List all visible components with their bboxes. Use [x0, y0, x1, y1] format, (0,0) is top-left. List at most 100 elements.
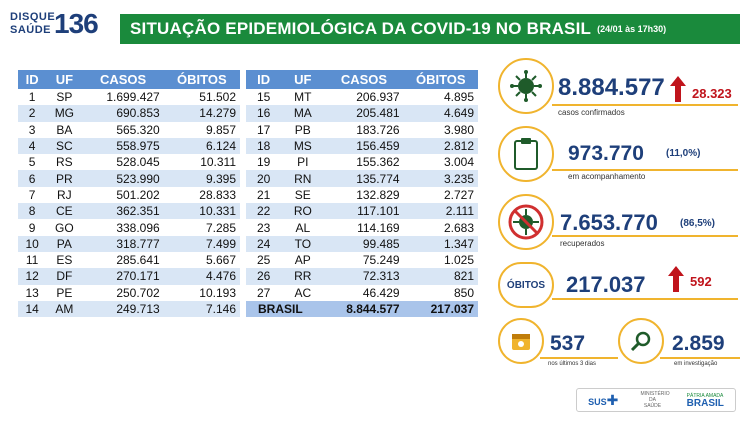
confirmed-new-value: 28.323 — [692, 86, 732, 101]
table-cell: BA — [46, 121, 83, 138]
total-row: BRASIL 8.844.577 217.037 — [246, 300, 478, 318]
last-days-caption: nos últimos 3 dias — [548, 361, 597, 367]
table-cell: 501.202 — [82, 186, 164, 204]
table-cell: 528.045 — [82, 154, 164, 171]
table-cell: AC — [281, 284, 325, 301]
table-cell: 7.285 — [163, 219, 240, 236]
table-cell: 1.347 — [403, 235, 478, 252]
table-cell: 16 — [246, 105, 282, 122]
column-header: ID — [18, 70, 47, 89]
table-cell: 250.702 — [82, 284, 164, 301]
table-cell: TO — [281, 235, 325, 252]
divider — [660, 357, 740, 359]
table-cell: GO — [46, 219, 83, 236]
logo-bottom-text: SAÚDE — [10, 24, 52, 36]
table-cell: RS — [46, 154, 83, 171]
table-cell: 19 — [246, 154, 282, 171]
table-cell: 117.101 — [324, 203, 404, 220]
table-cell: AP — [281, 251, 325, 269]
table-cell: 9.395 — [163, 170, 240, 187]
table-cell: 183.726 — [324, 121, 404, 138]
table-row: 19 PI 155.362 3.004 — [246, 154, 478, 171]
table-cell: 7 — [18, 186, 47, 204]
table-cell: 10.311 — [163, 154, 240, 171]
table-row: 22 RO 117.101 2.111 — [246, 203, 478, 220]
column-header: UF — [46, 70, 83, 89]
table-cell: 12 — [18, 268, 47, 285]
total-label: BRASIL — [246, 300, 325, 318]
table-cell: 362.351 — [82, 203, 164, 220]
arrow-up-icon — [668, 266, 684, 292]
table-row: 11 ES 285.641 5.667 — [18, 251, 240, 269]
table-cell: 4 — [18, 137, 47, 155]
table-cell: RJ — [46, 186, 83, 204]
table-cell: 249.713 — [82, 300, 164, 318]
disque-saude-logo: DISQUE SAÚDE 136 — [8, 8, 110, 42]
table-cell: 10.331 — [163, 203, 240, 220]
table-cell: MG — [46, 105, 83, 122]
divider — [552, 169, 738, 171]
table-row: 26 RR 72.313 821 — [246, 268, 478, 285]
table-cell: 2.812 — [403, 137, 478, 155]
table-cell: PA — [46, 235, 83, 252]
table-cell: 24 — [246, 235, 282, 252]
logo-number: 136 — [54, 8, 99, 39]
table-cell: 155.362 — [324, 154, 404, 171]
table-cell: 99.485 — [324, 235, 404, 252]
table-cell: 25 — [246, 251, 282, 269]
table-cell: MT — [281, 89, 325, 106]
update-date: (24/01 às 17h30) — [597, 24, 667, 34]
divider — [540, 357, 618, 359]
magnifier-icon — [618, 318, 664, 364]
divider — [552, 104, 738, 106]
table-row: 23 AL 114.169 2.683 — [246, 219, 478, 236]
column-header: UF — [281, 70, 325, 89]
table-cell: 3.235 — [403, 170, 478, 187]
table-cell: AL — [281, 219, 325, 236]
divider — [552, 235, 738, 237]
confirmed-cases-value: 8.884.577 — [558, 74, 665, 101]
table-cell: SE — [281, 186, 325, 204]
table-cell: 270.171 — [82, 268, 164, 285]
table-cell: 22 — [246, 203, 282, 220]
table-cell: 10.193 — [163, 284, 240, 301]
table-cell: 5 — [18, 154, 47, 171]
table-cell: 46.429 — [324, 284, 404, 301]
table-cell: 21 — [246, 186, 282, 204]
table-cell: RO — [281, 203, 325, 220]
table-cell: AM — [46, 300, 83, 318]
table-cell: ES — [46, 251, 83, 269]
table-cell: 565.320 — [82, 121, 164, 138]
table-row: 4 SC 558.975 6.124 — [18, 137, 240, 155]
table-cell: 850 — [403, 284, 478, 301]
clipboard-icon — [498, 126, 554, 182]
table-row: 15 MT 206.937 4.895 — [246, 89, 478, 106]
confirmed-caption: casos confirmados — [558, 108, 625, 117]
table-cell: 2 — [18, 105, 47, 122]
table-cell: 285.641 — [82, 251, 164, 269]
table-row: 6 PR 523.990 9.395 — [18, 170, 240, 187]
table-cell: 10 — [18, 235, 47, 252]
table-header-row: ID UF CASOS ÓBITOS — [246, 70, 478, 89]
table-row: 25 AP 75.249 1.025 — [246, 251, 478, 269]
monitoring-value: 973.770 — [568, 142, 644, 165]
table-cell: RR — [281, 268, 325, 285]
table-cell: 75.249 — [324, 251, 404, 269]
table-cell: SP — [46, 89, 83, 106]
table-cell: 11 — [18, 251, 47, 269]
table-cell: 17 — [246, 121, 282, 138]
recovered-caption: recuperados — [560, 239, 605, 248]
table-row: 12 DF 270.171 4.476 — [18, 268, 240, 285]
table-cell: 8 — [18, 203, 47, 220]
table-cell: CE — [46, 203, 83, 220]
table-cell: MS — [281, 137, 325, 155]
table-cell: 690.853 — [82, 105, 164, 122]
table-cell: PB — [281, 121, 325, 138]
table-cell: 7.499 — [163, 235, 240, 252]
table-header-row: ID UF CASOS ÓBITOS — [18, 70, 240, 89]
table-row: 9 GO 338.096 7.285 — [18, 219, 240, 236]
states-table-right: ID UF CASOS ÓBITOS 15 MT 206.937 4.895 16 MA 205.… — [246, 70, 478, 318]
table-row: 20 RN 135.774 3.235 — [246, 170, 478, 187]
table-cell: 114.169 — [324, 219, 404, 236]
table-row: 10 PA 318.777 7.499 — [18, 235, 240, 252]
